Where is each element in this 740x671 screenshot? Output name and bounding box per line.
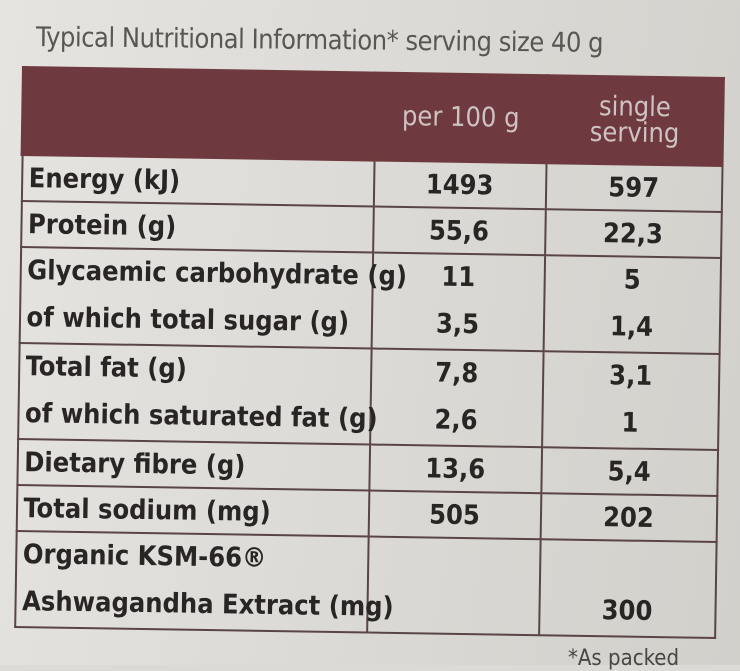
row-serving: 3,1 bbox=[608, 360, 653, 392]
row-per100 bbox=[374, 538, 533, 586]
row-label-group: Organic KSM-66® Ashwagandha Extract (mg) bbox=[14, 530, 394, 633]
row-sub-label: of which saturated fat (g) bbox=[24, 398, 378, 435]
row-label: Protein (g) bbox=[20, 201, 374, 253]
row-sub-serving: 1,4 bbox=[609, 311, 654, 343]
row-sub-label: Ashwagandha Extract (mg) bbox=[21, 586, 394, 623]
row-label: Total fat (g) bbox=[25, 351, 188, 385]
row-sub-serving: 1 bbox=[621, 407, 639, 439]
row-per100: 1493 bbox=[373, 160, 547, 210]
row-serving: 5,4 bbox=[540, 447, 718, 496]
table-row: Organic KSM-66® Ashwagandha Extract (mg)… bbox=[14, 530, 717, 638]
nutrition-caption: Typical Nutritional Information* serving… bbox=[35, 22, 604, 59]
table-row: Glycaemic carbohydrate (g) of which tota… bbox=[19, 247, 721, 354]
row-serving: 22,3 bbox=[544, 209, 722, 258]
row-per100: 55,6 bbox=[372, 206, 546, 256]
row-serving-group: 300 bbox=[538, 539, 717, 638]
row-label: Energy (kJ) bbox=[21, 154, 375, 207]
nutrition-table: per 100 g single serving Energy (kJ) 149… bbox=[13, 66, 725, 639]
row-per100: 505 bbox=[368, 490, 541, 540]
row-serving: 597 bbox=[545, 162, 723, 213]
header-single-serving: single serving bbox=[546, 75, 724, 166]
row-per100-group: 7,8 2,6 bbox=[369, 348, 544, 448]
row-serving: 202 bbox=[540, 493, 717, 542]
row-per100: 7,8 bbox=[434, 357, 479, 390]
header-label-cell bbox=[22, 67, 376, 161]
row-sub-label: of which total sugar (g) bbox=[26, 302, 350, 339]
row-sub-serving: 300 bbox=[601, 595, 653, 627]
table-header-row: per 100 g single serving bbox=[22, 67, 724, 166]
row-label: Total sodium (mg) bbox=[16, 484, 369, 537]
header-serving-line2: serving bbox=[589, 116, 680, 150]
row-label-group: Total fat (g) of which saturated fat (g) bbox=[17, 342, 378, 445]
row-label-group: Glycaemic carbohydrate (g) of which tota… bbox=[19, 247, 408, 349]
row-serving-group: 5 1,4 bbox=[543, 255, 721, 354]
footnote: *As packed bbox=[568, 646, 680, 671]
row-per100: 13,6 bbox=[368, 444, 542, 494]
row-sub-per100: 2,6 bbox=[434, 404, 478, 437]
row-serving-group: 3,1 1 bbox=[541, 351, 720, 450]
header-per-100g-text: per 100 g bbox=[401, 100, 520, 134]
row-label: Organic KSM-66® bbox=[22, 539, 267, 574]
table-row: Total fat (g) of which saturated fat (g)… bbox=[17, 342, 720, 450]
header-per-100g: per 100 g bbox=[374, 73, 548, 163]
nutrition-table-wrapper: per 100 g single serving Energy (kJ) 149… bbox=[13, 66, 725, 639]
row-label: Glycaemic carbohydrate (g) bbox=[27, 255, 408, 293]
row-serving bbox=[546, 540, 709, 589]
row-serving: 5 bbox=[623, 264, 641, 296]
row-sub-per100: 3,5 bbox=[435, 308, 480, 341]
row-sub-per100 bbox=[374, 584, 533, 634]
row-label: Dietary fibre (g) bbox=[16, 438, 370, 491]
